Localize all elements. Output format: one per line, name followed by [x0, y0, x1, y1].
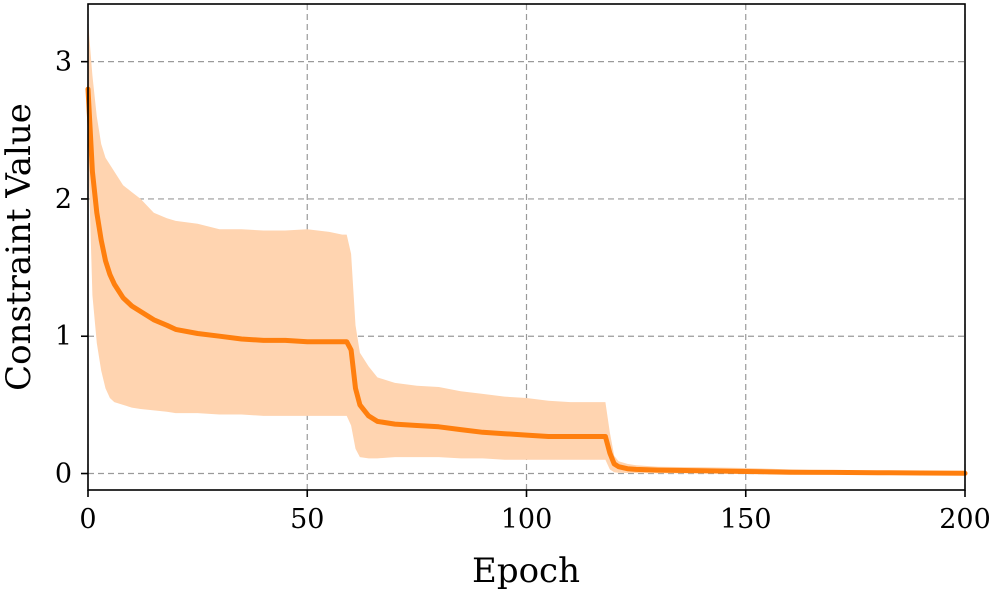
y-tick-label: 1 [55, 321, 72, 352]
x-tick-label: 50 [290, 504, 324, 535]
y-axis-label: Constraint Value [0, 103, 39, 391]
x-tick-label: 200 [939, 504, 991, 535]
line-layer [85, 86, 968, 476]
mean-line [85, 86, 968, 476]
x-tick-label: 0 [79, 504, 96, 535]
y-tick-label: 0 [55, 459, 72, 490]
x-tick-label: 150 [720, 504, 772, 535]
ticks: 0 50 100 150 200 0 1 2 3 [55, 47, 991, 535]
y-tick-label: 3 [55, 47, 72, 78]
std-band [88, 20, 965, 474]
band-layer [88, 20, 965, 474]
x-tick-label: 100 [501, 504, 553, 535]
y-tick-label: 2 [55, 184, 72, 215]
x-axis-label: Epoch [472, 551, 580, 591]
